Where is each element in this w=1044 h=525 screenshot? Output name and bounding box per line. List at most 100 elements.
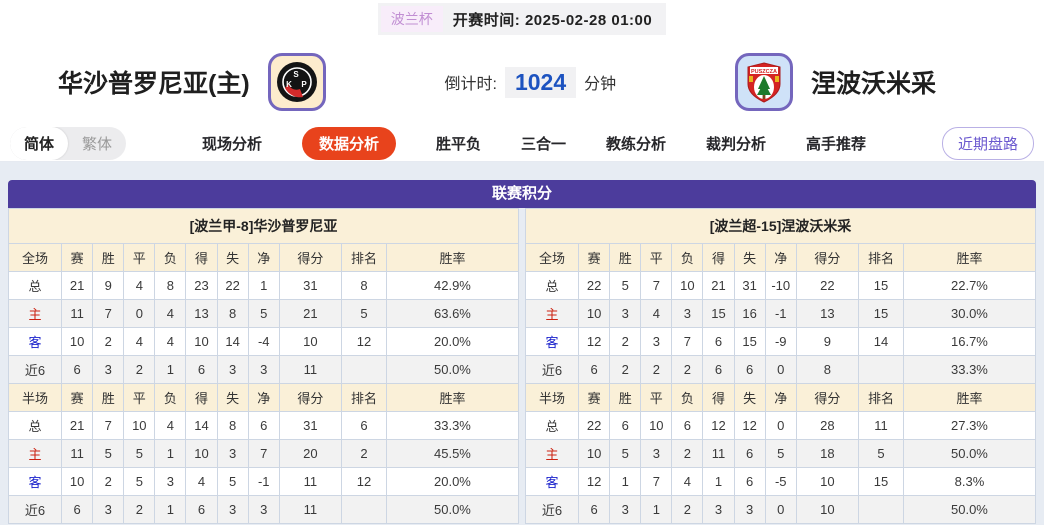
stat-cell: 28: [795, 411, 860, 440]
stat-cell: 15: [733, 327, 766, 356]
stat-cell: 5: [123, 467, 156, 496]
stat-cell: 3: [247, 355, 280, 384]
column-header: 负: [154, 243, 187, 272]
column-header: 得分: [795, 243, 860, 272]
tab-5[interactable]: 裁判分析: [706, 136, 767, 153]
stat-cell: 22: [216, 271, 249, 300]
stat-cell: 31: [278, 271, 343, 300]
stat-cell: 5: [247, 299, 280, 328]
stat-cell: 6: [609, 411, 642, 440]
svg-text:PUSZCZA: PUSZCZA: [751, 69, 777, 75]
stat-cell: 13: [185, 299, 218, 328]
home-team-name: 华沙普罗尼亚(主): [58, 70, 250, 98]
league-badge[interactable]: 波兰杯: [380, 6, 443, 32]
stat-cell: 7: [640, 271, 673, 300]
column-header: 净: [247, 243, 280, 272]
stat-cell: 4: [185, 467, 218, 496]
countdown: 倒计时: 1024 分钟: [445, 66, 616, 98]
stat-cell: 3: [216, 495, 249, 524]
main-content: 联赛积分 [波兰甲-8]华沙普罗尼亚 全场赛胜平负得失净得分 排名 胜率总 21 9 4 8 2…: [0, 162, 1044, 525]
column-header: 赛: [61, 383, 94, 412]
stats-row: 主 10 5 3 2 11 6 5 18 5 50.0%: [524, 439, 1037, 468]
stat-cell: 5: [341, 299, 387, 328]
stat-cell: 13: [795, 299, 860, 328]
stat-cell: 8: [341, 271, 387, 300]
stat-cell: 63.6%: [385, 299, 520, 328]
stat-cell: 11: [278, 355, 343, 384]
stat-cell: 6: [578, 495, 611, 524]
stat-cell: 3: [702, 495, 735, 524]
stat-cell: 31: [278, 411, 343, 440]
stat-cell: 16: [733, 299, 766, 328]
stats-row: 客 12 1 7 4 1 6 -5 10 15 8.3%: [524, 467, 1037, 496]
stat-cell: 0: [764, 411, 797, 440]
tab-2[interactable]: 胜平负: [435, 136, 481, 153]
column-header: 平: [640, 243, 673, 272]
stat-cell: 3: [609, 299, 642, 328]
row-label: 近6: [7, 355, 63, 384]
column-header: 得: [185, 383, 218, 412]
stat-cell: 4: [123, 271, 156, 300]
tab-0[interactable]: 现场分析: [201, 136, 262, 153]
stat-cell: 3: [216, 439, 249, 468]
row-label: 主: [7, 439, 63, 468]
stat-cell: 21: [61, 271, 94, 300]
stat-cell: 22: [795, 271, 860, 300]
stats-row: 主 11 7 0 4 13 8 5 21 5 63.6%: [7, 299, 520, 328]
row-label: 主: [524, 439, 580, 468]
stat-cell: 10: [61, 327, 94, 356]
tab-3[interactable]: 三合一: [521, 136, 567, 153]
stat-cell: [341, 495, 387, 524]
row-label: 客: [524, 327, 580, 356]
column-header: 赛: [61, 243, 94, 272]
stat-cell: 6: [61, 495, 94, 524]
stat-cell: 50.0%: [385, 495, 520, 524]
tab-6[interactable]: 高手推荐: [806, 136, 867, 153]
row-label: 客: [524, 467, 580, 496]
stat-cell: 2: [671, 355, 704, 384]
stat-cell: 7: [247, 439, 280, 468]
tab-1[interactable]: 数据分析: [301, 127, 396, 160]
stat-cell: 0: [764, 495, 797, 524]
stats-row: 总 21 9 4 8 23 22 1 31 8 42.9%: [7, 271, 520, 300]
stat-cell: 1: [154, 439, 187, 468]
column-header: 得: [702, 243, 735, 272]
stat-cell: 11: [278, 495, 343, 524]
stat-cell: 2: [671, 439, 704, 468]
recent-trend-button[interactable]: 近期盘路: [941, 127, 1034, 160]
tab-4[interactable]: 教练分析: [606, 136, 667, 153]
column-header: 全场: [524, 243, 580, 272]
stat-cell: 6: [247, 411, 280, 440]
lang-traditional-button[interactable]: 繁体: [82, 136, 113, 153]
language-toggle: 简体 繁体: [10, 127, 127, 160]
stat-cell: 10: [640, 411, 673, 440]
stat-cell: 20: [278, 439, 343, 468]
stat-cell: 15: [702, 299, 735, 328]
stat-cell: 12: [733, 411, 766, 440]
stat-cell: 6: [733, 467, 766, 496]
column-header: 净: [247, 383, 280, 412]
stat-cell: 2: [341, 439, 387, 468]
column-header: 赛: [578, 383, 611, 412]
column-header: 得: [185, 243, 218, 272]
stat-cell: -5: [764, 467, 797, 496]
stat-cell: [858, 355, 904, 384]
row-label: 近6: [524, 495, 580, 524]
lang-simplified-button[interactable]: 简体: [10, 127, 69, 160]
stat-cell: 7: [671, 327, 704, 356]
stat-cell: 5: [609, 439, 642, 468]
stat-cell: 14: [185, 411, 218, 440]
column-header: 胜率: [902, 243, 1037, 272]
away-team-header: [波兰超-15]涅波沃米采: [525, 208, 1036, 244]
stat-cell: 4: [154, 327, 187, 356]
stat-cell: 12: [702, 411, 735, 440]
stats-row: 客 10 2 4 4 10 14 -4 10 12 20.0%: [7, 327, 520, 356]
home-full-time-header: 全场赛胜平负得失净得分 排名 胜率: [7, 243, 520, 272]
stat-cell: 6: [671, 411, 704, 440]
row-label: 客: [7, 327, 63, 356]
column-header: 得分: [278, 383, 343, 412]
home-team-header: [波兰甲-8]华沙普罗尼亚: [8, 208, 519, 244]
kickoff-label: 开赛时间:: [452, 11, 521, 29]
home-standings-table: [波兰甲-8]华沙普罗尼亚 全场赛胜平负得失净得分 排名 胜率总 21 9 4 8 23 22 1 3…: [7, 208, 520, 524]
stat-cell: 20.0%: [385, 467, 520, 496]
